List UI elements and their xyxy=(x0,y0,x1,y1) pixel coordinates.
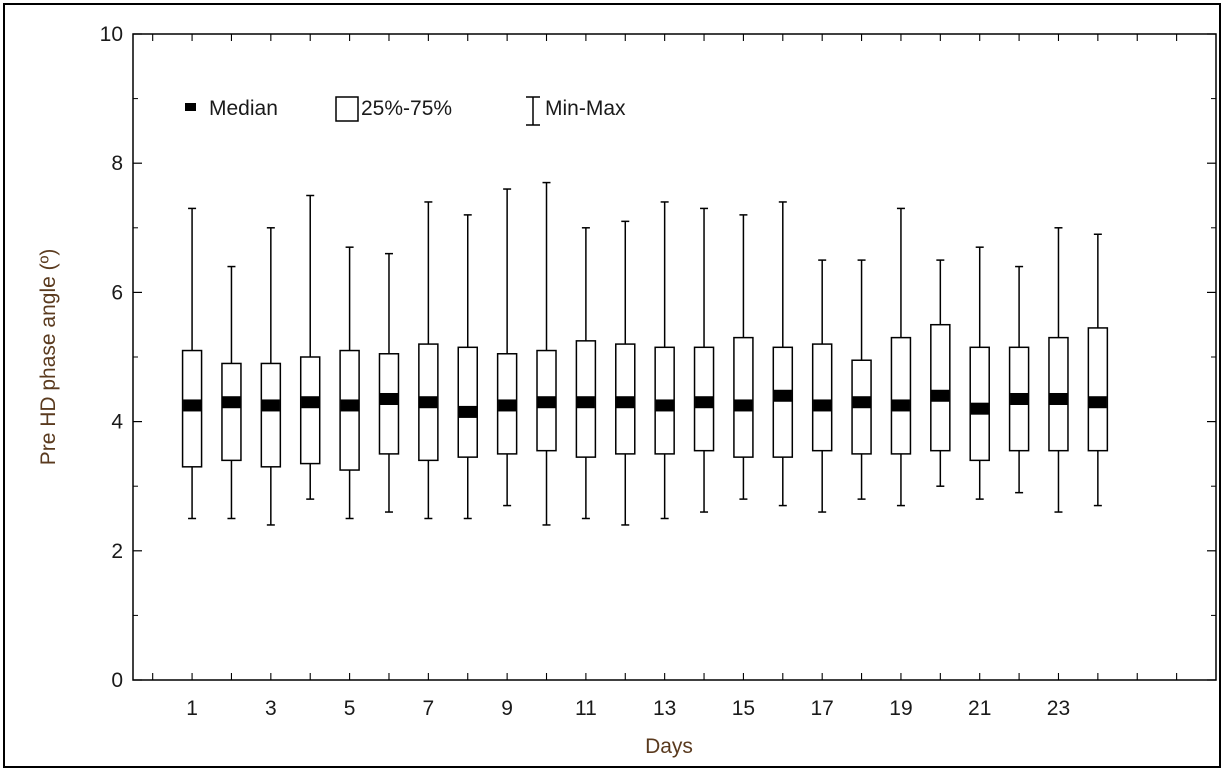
legend-label-box: 25%-75% xyxy=(361,97,452,120)
median-marker xyxy=(379,392,398,405)
median-marker xyxy=(1088,396,1107,409)
iqr-box xyxy=(930,323,951,452)
x-tick-label: 9 xyxy=(501,697,513,720)
legend-label-whisker: Min-Max xyxy=(545,97,626,120)
box-day-8 xyxy=(457,214,478,520)
iqr-box xyxy=(457,346,478,458)
box-day-17 xyxy=(811,259,833,513)
median-marker xyxy=(773,389,792,402)
iqr-box xyxy=(772,346,794,458)
median-marker xyxy=(183,399,202,412)
box-day-4 xyxy=(299,194,321,500)
box-day-12 xyxy=(615,220,636,526)
median-marker xyxy=(655,399,674,412)
x-tick-label: 7 xyxy=(423,697,435,720)
median-marker xyxy=(458,405,477,418)
median-marker xyxy=(813,399,832,412)
legend-box-icon xyxy=(335,96,359,122)
boxes xyxy=(181,181,1109,526)
y-axis: 0 2 4 6 8 10 xyxy=(100,23,1216,692)
median-marker xyxy=(576,396,595,409)
legend-label-median: Median xyxy=(209,97,278,120)
y-tick-label: 4 xyxy=(111,411,123,434)
chart-frame: 0 2 4 6 8 10 1 3 5 7 9 11 13 15 17 19 21 23 Median 25%-7… xyxy=(3,3,1221,768)
x-tick-label: 1 xyxy=(186,697,198,720)
median-marker xyxy=(498,399,517,412)
x-tick-label: 5 xyxy=(344,697,356,720)
iqr-box xyxy=(1087,327,1109,452)
x-tick-label: 15 xyxy=(732,697,755,720)
y-axis-label: Pre HD phase angle (º) xyxy=(37,249,60,466)
median-marker xyxy=(340,399,359,412)
median-marker xyxy=(616,396,635,409)
box-day-16 xyxy=(772,201,794,507)
legend-median-marker xyxy=(185,103,196,111)
median-marker xyxy=(537,396,556,409)
box-day-1 xyxy=(181,207,203,520)
median-marker xyxy=(891,399,910,412)
box-day-10 xyxy=(536,181,557,526)
box-day-5 xyxy=(339,246,360,520)
x-tick-label: 17 xyxy=(811,697,834,720)
box-day-6 xyxy=(378,252,400,513)
box-day-13 xyxy=(654,201,675,520)
median-marker xyxy=(261,399,280,412)
box-day-24 xyxy=(1087,233,1109,507)
x-tick-label: 11 xyxy=(575,697,597,720)
x-tick-label: 13 xyxy=(653,697,676,720)
y-tick-label: 10 xyxy=(100,23,123,46)
median-marker xyxy=(734,399,753,412)
box-day-14 xyxy=(693,207,715,513)
median-marker xyxy=(1010,392,1029,405)
median-marker xyxy=(970,402,989,415)
x-axis: 1 3 5 7 9 11 13 15 17 19 21 23 xyxy=(152,34,1178,720)
iqr-box xyxy=(221,362,242,462)
median-marker xyxy=(852,396,871,409)
box-day-3 xyxy=(260,227,282,526)
box-day-20 xyxy=(930,259,951,487)
box-day-7 xyxy=(418,201,439,520)
box-day-9 xyxy=(496,188,518,507)
median-marker xyxy=(301,396,320,409)
x-tick-label: 3 xyxy=(265,697,277,720)
y-tick-label: 8 xyxy=(111,152,123,175)
box-day-18 xyxy=(851,259,872,500)
median-marker xyxy=(931,389,950,402)
median-marker xyxy=(419,396,438,409)
iqr-box xyxy=(299,356,321,465)
y-tick-label: 6 xyxy=(111,281,123,304)
iqr-box xyxy=(890,336,912,455)
iqr-box xyxy=(811,343,833,452)
x-tick-label: 21 xyxy=(968,697,991,720)
box-day-11 xyxy=(575,227,597,520)
median-marker xyxy=(695,396,714,409)
box-day-15 xyxy=(733,214,754,500)
y-tick-label: 0 xyxy=(111,669,123,692)
median-marker xyxy=(1049,392,1068,405)
x-tick-label: 23 xyxy=(1047,697,1070,720)
x-tick-label: 19 xyxy=(889,697,912,720)
x-axis-label: Days xyxy=(645,735,693,758)
legend-whisker-icon xyxy=(526,96,540,126)
iqr-box xyxy=(260,362,282,468)
box-day-23 xyxy=(1048,227,1069,513)
box-day-2 xyxy=(221,265,242,520)
iqr-box xyxy=(733,336,754,458)
legend: Median 25%-75% Min-Max xyxy=(185,96,626,126)
median-marker xyxy=(222,396,241,409)
y-tick-label: 2 xyxy=(111,540,123,563)
box-day-22 xyxy=(1008,265,1030,494)
box-day-19 xyxy=(890,207,912,507)
box-day-21 xyxy=(969,246,990,500)
